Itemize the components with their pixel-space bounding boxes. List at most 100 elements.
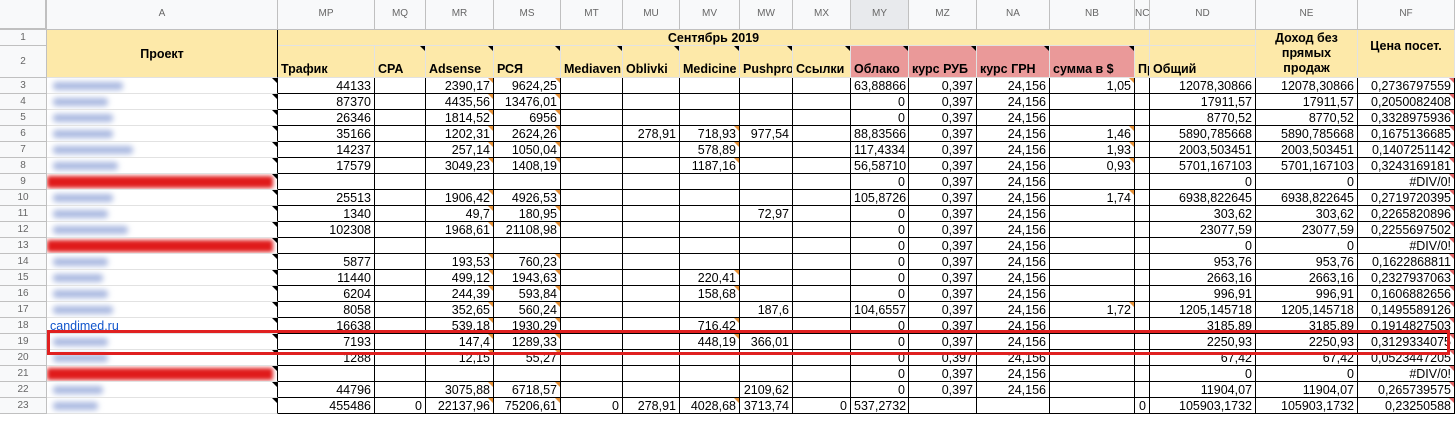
cell-nb-17[interactable]: 1,72: [1050, 302, 1135, 318]
cell-mw-13[interactable]: [740, 238, 793, 254]
cell-nf-15[interactable]: 0,2327937063: [1358, 270, 1455, 286]
cell-mu-5[interactable]: [623, 110, 680, 126]
cell-mp-19[interactable]: 7193: [278, 334, 375, 350]
cell-mr-19[interactable]: 147,4: [426, 334, 494, 350]
cell-mr-9[interactable]: [426, 174, 494, 190]
cell-mp-21[interactable]: [278, 366, 375, 382]
cell-mv-15[interactable]: 220,41: [680, 270, 740, 286]
cell-nf-8[interactable]: 0,3243169181: [1358, 158, 1455, 174]
cell-ms-8[interactable]: 1408,19: [494, 158, 561, 174]
column-header-mv[interactable]: MV: [680, 0, 740, 30]
cell-nd-5[interactable]: 8770,52: [1150, 110, 1256, 126]
cell-nc-20[interactable]: [1135, 350, 1150, 366]
cell-ms-14[interactable]: 760,23: [494, 254, 561, 270]
cell-nb-18[interactable]: [1050, 318, 1135, 334]
cell-my-15[interactable]: 0: [851, 270, 909, 286]
cell-nd-16[interactable]: 996,91: [1150, 286, 1256, 302]
cell-nb-23[interactable]: [1050, 398, 1135, 414]
cell-mx-5[interactable]: [793, 110, 851, 126]
cell-ne-3[interactable]: 12078,30866: [1256, 78, 1358, 94]
cell-nf-13[interactable]: #DIV/0!: [1358, 238, 1455, 254]
cell-mq-19[interactable]: [375, 334, 426, 350]
cell-nc-6[interactable]: [1135, 126, 1150, 142]
cell-mv-5[interactable]: [680, 110, 740, 126]
cell-mr-6[interactable]: 1202,31: [426, 126, 494, 142]
cell-mu-6[interactable]: 278,91: [623, 126, 680, 142]
cell-nb-12[interactable]: [1050, 222, 1135, 238]
cell-na-16[interactable]: 24,156: [977, 286, 1050, 302]
cell-mr-21[interactable]: [426, 366, 494, 382]
cell-mr-7[interactable]: 257,14: [426, 142, 494, 158]
cell-mt-6[interactable]: [561, 126, 623, 142]
cell-mz-19[interactable]: 0,397: [909, 334, 977, 350]
cell-ms-17[interactable]: 560,24: [494, 302, 561, 318]
cell-nf-20[interactable]: 0,0523447205: [1358, 350, 1455, 366]
cell-mz-9[interactable]: 0,397: [909, 174, 977, 190]
cell-nb-3[interactable]: 1,05: [1050, 78, 1135, 94]
cell-ms-4[interactable]: 13476,01: [494, 94, 561, 110]
column-header-mu[interactable]: MU: [623, 0, 680, 30]
cell-mp-6[interactable]: 35166: [278, 126, 375, 142]
row-header-11[interactable]: 11: [0, 206, 47, 222]
cell-mv-8[interactable]: 1187,16: [680, 158, 740, 174]
cell-mz-6[interactable]: 0,397: [909, 126, 977, 142]
cell-mw-23[interactable]: 3713,74: [740, 398, 793, 414]
cell-mx-21[interactable]: [793, 366, 851, 382]
cell-mv-16[interactable]: 158,68: [680, 286, 740, 302]
cell-mx-9[interactable]: [793, 174, 851, 190]
cell-mu-17[interactable]: [623, 302, 680, 318]
cell-mw-12[interactable]: [740, 222, 793, 238]
row-header-5[interactable]: 5: [0, 110, 47, 126]
cell-mz-11[interactable]: 0,397: [909, 206, 977, 222]
cell-ne-11[interactable]: 303,62: [1256, 206, 1358, 222]
cell-mx-13[interactable]: [793, 238, 851, 254]
cell-mt-9[interactable]: [561, 174, 623, 190]
cell-mw-20[interactable]: [740, 350, 793, 366]
cell-na-18[interactable]: 24,156: [977, 318, 1050, 334]
cell-mp-22[interactable]: 44796: [278, 382, 375, 398]
cell-ms-12[interactable]: 21108,98: [494, 222, 561, 238]
cell-my-4[interactable]: 0: [851, 94, 909, 110]
project-link[interactable]: candimed.ru: [50, 319, 119, 333]
cell-nc-3[interactable]: [1135, 78, 1150, 94]
cell-my-6[interactable]: 88,83566: [851, 126, 909, 142]
cell-my-20[interactable]: 0: [851, 350, 909, 366]
cell-mu-15[interactable]: [623, 270, 680, 286]
cell-ms-22[interactable]: 6718,57: [494, 382, 561, 398]
row-header-16[interactable]: 16: [0, 286, 47, 302]
cell-mt-4[interactable]: [561, 94, 623, 110]
cell-mv-23[interactable]: 4028,68: [680, 398, 740, 414]
cell-mx-17[interactable]: [793, 302, 851, 318]
cell-ms-19[interactable]: 1289,33: [494, 334, 561, 350]
cell-ne-21[interactable]: 0: [1256, 366, 1358, 382]
cell-mu-8[interactable]: [623, 158, 680, 174]
cell-nb-10[interactable]: 1,74: [1050, 190, 1135, 206]
cell-nf-7[interactable]: 0,1407251142: [1358, 142, 1455, 158]
column-header-my[interactable]: MY: [851, 0, 909, 30]
cell-mp-13[interactable]: [278, 238, 375, 254]
row-header-1[interactable]: 1: [0, 30, 47, 46]
cell-mr-10[interactable]: 1906,42: [426, 190, 494, 206]
cell-nd-7[interactable]: 2003,503451: [1150, 142, 1256, 158]
cell-mx-23[interactable]: 0: [793, 398, 851, 414]
cell-mz-14[interactable]: 0,397: [909, 254, 977, 270]
cell-ne-20[interactable]: 67,42: [1256, 350, 1358, 366]
cell-mt-23[interactable]: 0: [561, 398, 623, 414]
cell-mq-9[interactable]: [375, 174, 426, 190]
cell-mx-15[interactable]: [793, 270, 851, 286]
column-header-nf[interactable]: NF: [1358, 0, 1455, 30]
cell-na-4[interactable]: 24,156: [977, 94, 1050, 110]
column-header-mw[interactable]: MW: [740, 0, 793, 30]
cell-mp-23[interactable]: 455486: [278, 398, 375, 414]
cell-mp-8[interactable]: 17579: [278, 158, 375, 174]
cell-ms-5[interactable]: 6956: [494, 110, 561, 126]
cell-na-5[interactable]: 24,156: [977, 110, 1050, 126]
cell-mz-12[interactable]: 0,397: [909, 222, 977, 238]
row-header-20[interactable]: 20: [0, 350, 47, 366]
row-header-6[interactable]: 6: [0, 126, 47, 142]
cell-mt-13[interactable]: [561, 238, 623, 254]
cell-nb-9[interactable]: [1050, 174, 1135, 190]
cell-mp-18[interactable]: 16638: [278, 318, 375, 334]
row-header-19[interactable]: 19: [0, 334, 47, 350]
cell-mz-8[interactable]: 0,397: [909, 158, 977, 174]
